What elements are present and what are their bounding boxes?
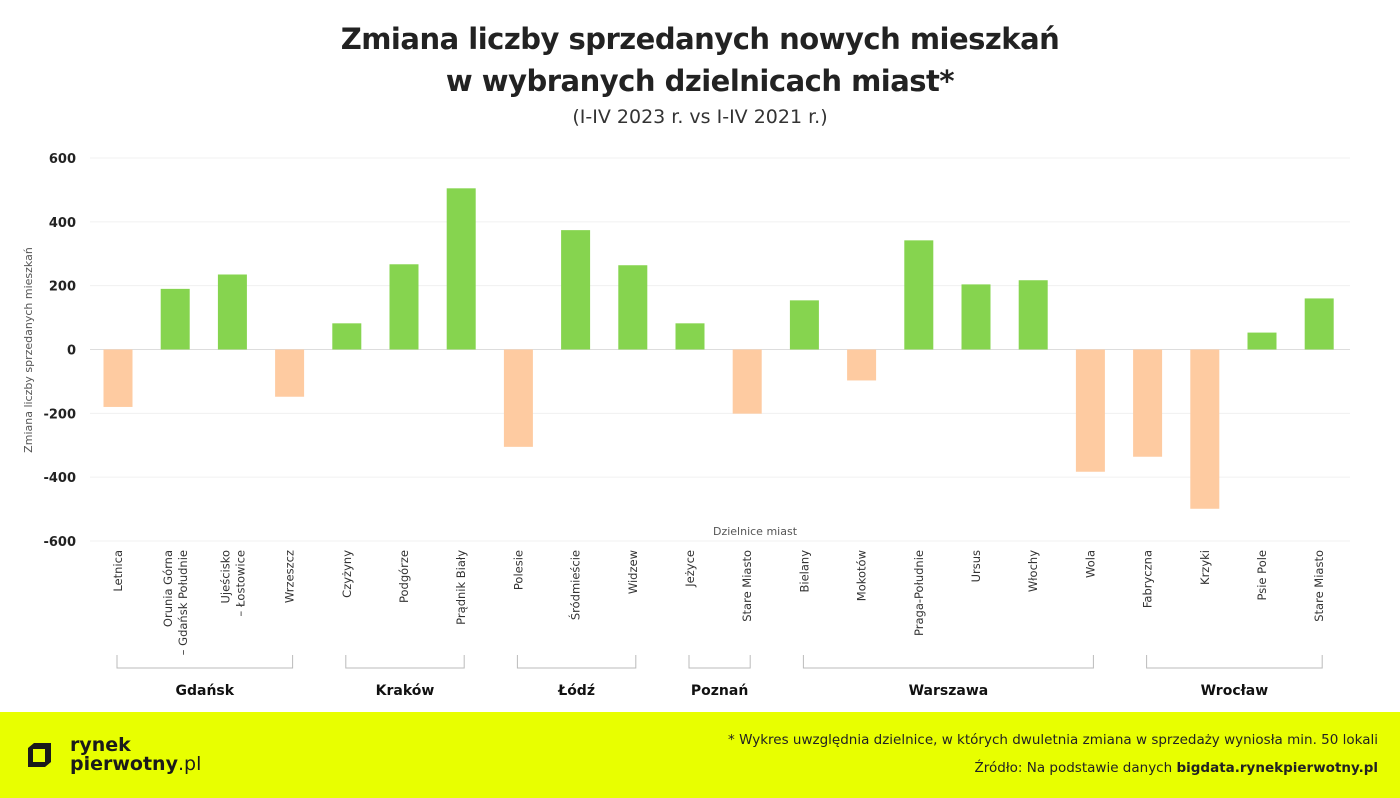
bar <box>847 349 877 381</box>
bar <box>1018 280 1048 350</box>
x-tick-label: Ursus <box>969 550 983 582</box>
group-label: Poznań <box>691 683 748 699</box>
x-tick-label: Krzyki <box>1198 550 1212 585</box>
bar <box>618 265 648 350</box>
bar <box>103 349 133 407</box>
group-label: Warszawa <box>909 683 989 699</box>
logo: rynek pierwotny.pl <box>24 736 201 774</box>
x-tick-label: Fabryczna <box>1141 550 1155 608</box>
title-line-2: w wybranych dzielnicach miast* <box>445 64 955 98</box>
group-bracket <box>1146 655 1323 669</box>
bar <box>732 349 762 414</box>
logo-line-1: rynek <box>70 734 131 756</box>
x-tick-label: Ujeścisko– Łostowice <box>218 550 247 616</box>
bar <box>561 230 591 350</box>
bar <box>789 300 819 350</box>
bar <box>160 288 190 350</box>
x-axis-label: Dzielnice miast <box>713 525 798 538</box>
group-bracket <box>345 655 465 669</box>
logo-suffix: .pl <box>177 753 202 775</box>
x-tick-label: Orunia Górna– Gdańsk Południe <box>161 550 190 655</box>
source-line: Źródło: Na podstawie danych bigdata.ryne… <box>974 760 1378 776</box>
x-tick-label: Letnica <box>111 550 125 592</box>
x-tick-label: Stare Miasto <box>740 550 754 622</box>
y-tick-label: -600 <box>43 535 76 550</box>
bar <box>446 188 476 350</box>
x-tick-label: Włochy <box>1026 550 1040 592</box>
x-tick-label: Jeżyce <box>683 550 697 588</box>
chart-title: Zmiana liczby sprzedanych nowych mieszka… <box>0 18 1400 102</box>
y-tick-label: 0 <box>67 344 76 359</box>
x-tick-label: Prądnik Biały <box>454 550 468 625</box>
bar <box>1133 349 1163 457</box>
bar <box>275 349 305 397</box>
x-tick-label: Czyżyny <box>340 550 354 598</box>
group-label: Gdańsk <box>176 683 235 699</box>
x-tick-label: Wola <box>1083 550 1097 578</box>
logo-icon <box>28 743 51 767</box>
bar <box>1247 332 1277 350</box>
bar <box>503 349 533 447</box>
source-link[interactable]: bigdata.rynekpierwotny.pl <box>1176 760 1378 776</box>
x-tick-label: Mokotów <box>855 550 869 601</box>
x-tick-label: Polesie <box>511 550 525 590</box>
x-tick-label: Stare Miasto <box>1312 550 1326 622</box>
y-tick-label: 400 <box>49 216 76 231</box>
x-tick-label: Bielany <box>797 550 811 593</box>
chart-subtitle: (I-IV 2023 r. vs I-IV 2021 r.) <box>572 106 828 128</box>
group-label: Kraków <box>376 683 435 699</box>
x-tick-label: Psie Pole <box>1255 550 1269 600</box>
bar <box>332 323 362 350</box>
bar <box>1075 349 1105 472</box>
y-tick-label: -200 <box>43 407 76 422</box>
y-tick-label: 600 <box>49 152 76 167</box>
title-line-1: Zmiana liczby sprzedanych nowych mieszka… <box>340 22 1060 56</box>
bar <box>961 284 991 350</box>
bar <box>1304 298 1334 350</box>
x-tick-label: Wrzeszcz <box>283 550 297 603</box>
group-bracket <box>516 655 637 669</box>
bar <box>1190 349 1220 509</box>
source-prefix: Źródło: Na podstawie danych <box>974 760 1177 776</box>
y-axis-label: Zmiana liczby sprzedanych mieszkań <box>22 247 35 453</box>
group-bracket <box>802 655 1094 669</box>
bar <box>217 274 247 350</box>
bar <box>675 323 705 350</box>
footnote: * Wykres uwzględnia dzielnice, w których… <box>728 732 1378 748</box>
x-tick-label: Śródmieście <box>568 550 583 620</box>
group-bracket <box>688 655 751 669</box>
logo-line-2: pierwotny <box>70 753 178 775</box>
bar-chart: 600 400 200 0 -200 -400 -600 Zmiana liczby sprz… <box>22 152 1350 699</box>
y-tick-label: 200 <box>49 280 76 295</box>
bar <box>389 264 419 350</box>
x-tick-label: Widzew <box>626 550 640 594</box>
bar <box>904 240 934 350</box>
x-tick-label: Podgórze <box>397 550 411 603</box>
footer: rynek pierwotny.pl * Wykres uwzględnia d… <box>0 712 1400 798</box>
x-tick-label: Praga-Południe <box>912 550 926 636</box>
group-label: Łódź <box>557 683 595 699</box>
group-label: Wrocław <box>1201 683 1269 699</box>
group-bracket <box>116 655 294 669</box>
y-tick-label: -400 <box>43 471 76 486</box>
